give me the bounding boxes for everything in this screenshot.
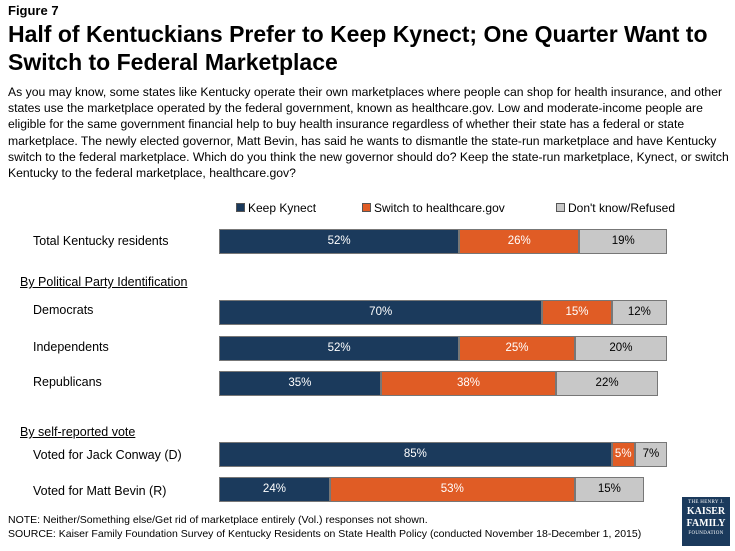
survey-question: As you may know, some states like Kentuc… (8, 85, 729, 181)
row-label-bevin: Voted for Matt Bevin (R) (33, 484, 167, 498)
row-label-total: Total Kentucky residents (33, 234, 169, 248)
logo-line3: FAMILY (686, 518, 726, 529)
bar-segment-keep: 85% (219, 442, 612, 467)
bar-segment-switch: 5% (611, 442, 635, 467)
logo-line4: FOUNDATION (688, 531, 724, 536)
bar-segment-switch: 25% (459, 336, 575, 361)
source-text: SOURCE: Kaiser Family Foundation Survey … (8, 527, 642, 540)
footnote: NOTE: Neither/Something else/Get rid of … (8, 514, 641, 541)
bar-segment-keep: 70% (219, 300, 543, 325)
legend-keep-swatch (236, 203, 245, 213)
bar-segment-keep: 35% (219, 371, 381, 396)
section-heading-party: By Political Party Identification (20, 275, 188, 289)
bar-segment-dk: 15% (574, 477, 645, 502)
legend-switch-swatch (362, 203, 371, 213)
bar-segment-dk: 7% (634, 442, 668, 467)
logo-line1: THE HENRY J. (688, 500, 724, 505)
row-label-independents: Independents (33, 340, 109, 354)
bar-segment-dk: 12% (611, 300, 668, 325)
row-label-republicans: Republicans (33, 375, 102, 389)
bar-segment-switch: 53% (329, 477, 575, 502)
bar-segment-dk: 22% (556, 371, 658, 396)
bar-segment-keep: 52% (219, 229, 460, 254)
bar-segment-keep: 52% (219, 336, 460, 361)
figure-label: Figure 7 (8, 3, 59, 18)
legend-dk-swatch (556, 203, 565, 213)
row-label-democrats: Democrats (33, 303, 94, 317)
bar-segment-dk: 20% (574, 336, 668, 361)
note-text: NOTE: Neither/Something else/Get rid of … (8, 514, 428, 526)
legend-dk: Don't know/Refused (556, 200, 675, 216)
legend-switch-label: Switch to healthcare.gov (374, 200, 505, 215)
row-label-conway: Voted for Jack Conway (D) (33, 448, 182, 462)
legend-keep-label: Keep Kynect (248, 200, 317, 215)
chart-title: Half of Kentuckians Prefer to Keep Kynec… (8, 21, 708, 75)
section-heading-vote: By self-reported vote (20, 425, 136, 439)
bar-segment-switch: 38% (380, 371, 557, 396)
kff-logo: THE HENRY J. KAISER FAMILY FOUNDATION (682, 497, 730, 546)
bar-segment-dk: 19% (579, 229, 668, 254)
legend-switch: Switch to healthcare.gov (362, 200, 505, 216)
bar-segment-keep: 24% (219, 477, 330, 502)
bar-segment-switch: 26% (459, 229, 580, 254)
legend-keep: Keep Kynect (236, 200, 316, 216)
logo-line2: KAISER (686, 506, 726, 517)
bar-segment-switch: 15% (542, 300, 612, 325)
legend-dk-label: Don't know/Refused (568, 200, 676, 215)
